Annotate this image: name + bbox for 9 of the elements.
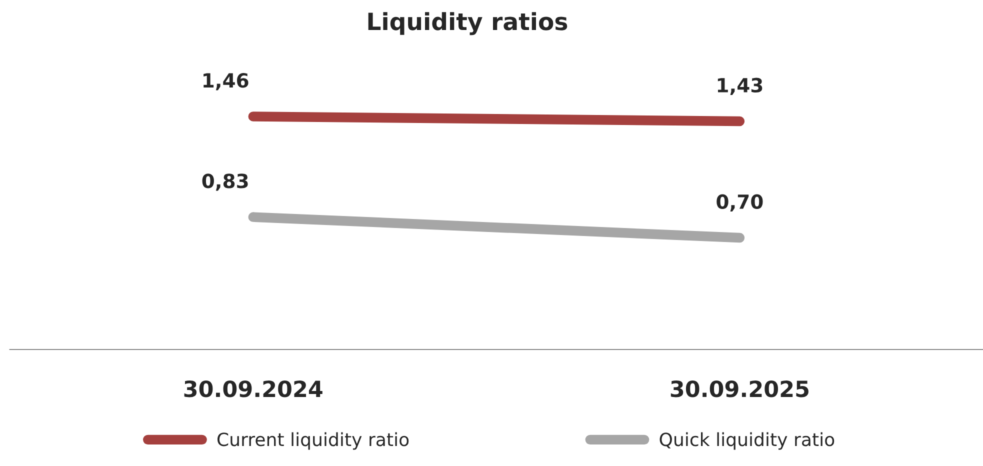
data-label: 1,46 [204, 73, 248, 90]
data-label: 0,70 [716, 194, 763, 212]
x-tick-label: 30.09.2025 [670, 380, 808, 398]
legend-label: Quick liquidity ratio [660, 432, 834, 450]
x-tick-label: 30.09.2024 [184, 380, 322, 398]
data-label: 0,83 [202, 174, 248, 191]
data-label: 1,43 [718, 78, 762, 96]
chart-title: Liquidity ratios [368, 12, 568, 36]
legend-label: Current liquidity ratio [218, 432, 409, 450]
